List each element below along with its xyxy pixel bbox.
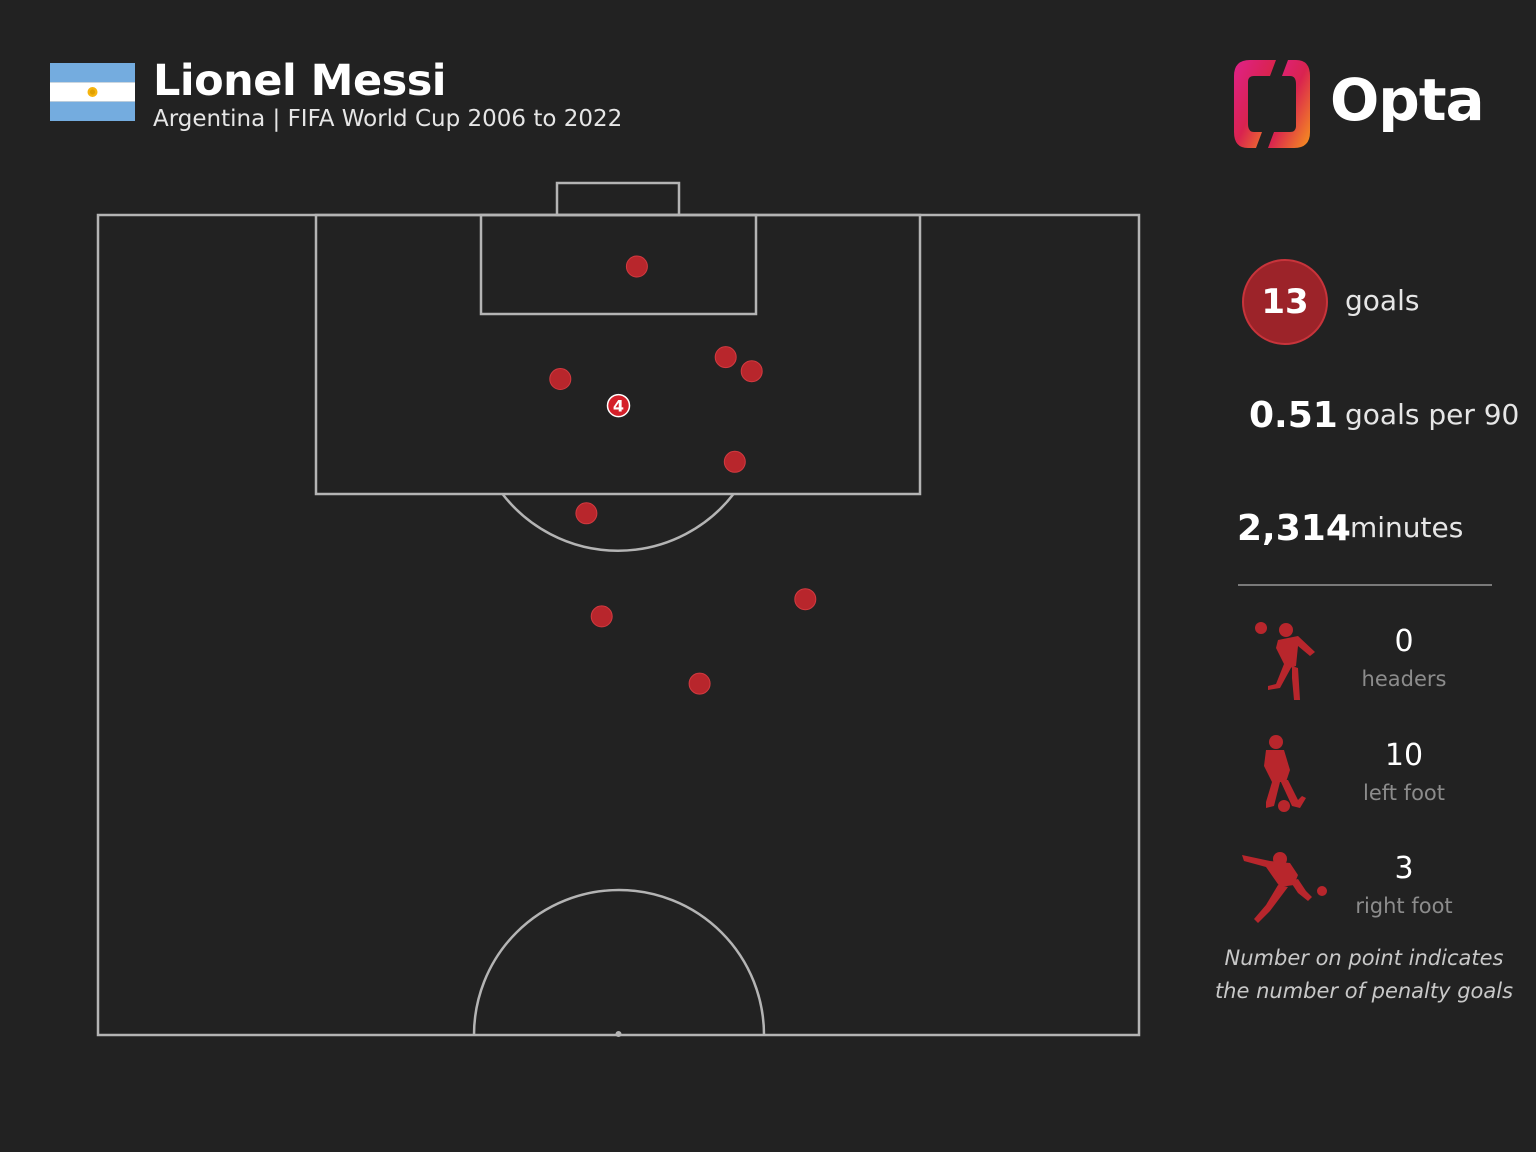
headers-label: headers [1361,667,1447,691]
penalty-note: Number on point indicates the number of … [1214,942,1514,1008]
page-title: Lionel Messi [153,56,447,106]
goal-marker [740,360,763,383]
penalty-note-line-1: Number on point indicates [1224,946,1504,970]
goal-markers: 4 [549,255,817,695]
opta-logo-icon [1234,60,1310,148]
left-foot-value: 10 [1384,738,1424,773]
goal-marker [606,393,631,418]
stats-divider [1238,584,1492,586]
goal-marker [714,346,737,369]
right-foot-value: 3 [1394,851,1414,886]
goal-marker [625,255,648,278]
headers-value: 0 [1394,624,1414,659]
goal-marker [723,450,746,473]
argentina-flag-icon [50,63,135,121]
right-foot-player-icon [1242,852,1327,923]
goals-label: goals [1345,284,1420,317]
centre-circle [472,888,766,1036]
pitch-outline [96,213,1141,1037]
page-subtitle: Argentina | FIFA World Cup 2006 to 2022 [153,106,623,132]
penalty-count-label: 4 [613,397,624,416]
minutes-value: 2,314 [1237,508,1351,549]
goals-per-90-label: goals per 90 [1345,398,1520,431]
penalty-arc [501,493,735,552]
minutes-label: minutes [1350,511,1464,544]
goal-marker [688,672,711,695]
goal-marker [575,502,598,525]
opta-logo-text: Opta [1330,66,1485,134]
penalty-note-line-2: the number of penalty goals [1214,979,1514,1003]
right-foot-label: right foot [1355,894,1453,918]
goals-count-badge: 13 [1242,259,1328,345]
goal-marker [590,605,613,628]
goal-marker [549,368,572,390]
heading-player-icon [1255,622,1315,700]
left-foot-label: left foot [1362,781,1445,805]
penalty-area [314,213,922,496]
centre-spot [615,1031,622,1037]
left-foot-player-icon [1264,735,1306,812]
goal [555,181,681,217]
goal-marker [794,588,817,611]
goals-per-90-value: 0.51 [1249,395,1338,436]
six-yard-box [479,213,758,316]
